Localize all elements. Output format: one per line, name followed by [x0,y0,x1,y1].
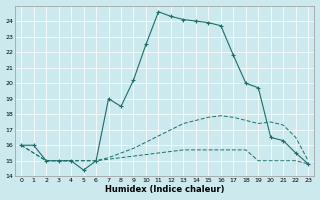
X-axis label: Humidex (Indice chaleur): Humidex (Indice chaleur) [105,185,224,194]
